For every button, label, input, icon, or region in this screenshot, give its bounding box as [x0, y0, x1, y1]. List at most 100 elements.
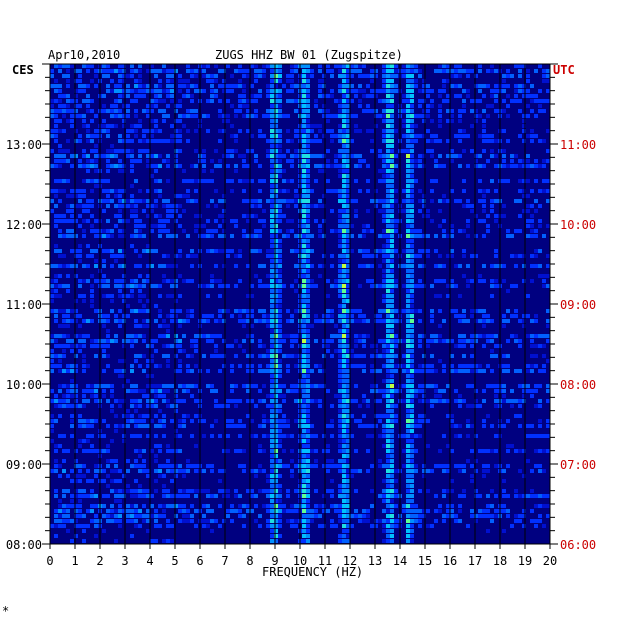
heatmap-cell: [306, 404, 310, 408]
heatmap-cell: [146, 164, 150, 168]
heatmap-cell: [258, 319, 262, 323]
heatmap-cell: [542, 79, 546, 83]
heatmap-cell: [306, 189, 310, 193]
heatmap-cell: [338, 84, 342, 88]
heatmap-cell: [390, 344, 394, 348]
heatmap-cell: [414, 64, 418, 68]
heatmap-cell: [478, 179, 482, 183]
heatmap-cell: [154, 89, 158, 93]
heatmap-cell: [182, 84, 186, 88]
heatmap-cell: [170, 94, 174, 98]
heatmap-cell: [410, 339, 414, 343]
heatmap-cell: [342, 244, 346, 248]
heatmap-cell: [246, 219, 250, 223]
heatmap-cell: [158, 504, 162, 508]
heatmap-cell: [62, 399, 66, 403]
heatmap-cell: [482, 324, 486, 328]
heatmap-cell: [142, 199, 146, 203]
heatmap-cell: [142, 279, 146, 283]
heatmap-cell: [506, 234, 510, 238]
heatmap-cell: [62, 114, 66, 118]
heatmap-cell: [322, 74, 326, 78]
heatmap-cell: [166, 114, 170, 118]
heatmap-cell: [106, 159, 110, 163]
heatmap-cell: [78, 104, 82, 108]
heatmap-cell: [258, 134, 262, 138]
heatmap-cell: [118, 289, 122, 293]
heatmap-cell: [214, 399, 218, 403]
heatmap-cell: [406, 259, 410, 263]
heatmap-cell: [78, 479, 82, 483]
heatmap-cell: [62, 314, 66, 318]
heatmap-cell: [326, 69, 330, 73]
heatmap-cell: [406, 339, 410, 343]
heatmap-cell: [418, 254, 422, 258]
heatmap-cell: [302, 444, 306, 448]
heatmap-cell: [302, 494, 306, 498]
heatmap-cell: [338, 374, 342, 378]
heatmap-cell: [146, 509, 150, 513]
heatmap-cell: [306, 289, 310, 293]
heatmap-cell: [134, 504, 138, 508]
heatmap-cell: [114, 414, 118, 418]
heatmap-cell: [302, 119, 306, 123]
heatmap-cell: [378, 354, 382, 358]
heatmap-cell: [514, 449, 518, 453]
heatmap-cell: [434, 159, 438, 163]
heatmap-cell: [382, 164, 386, 168]
heatmap-cell: [426, 109, 430, 113]
heatmap-cell: [386, 304, 390, 308]
heatmap-cell: [338, 449, 342, 453]
heatmap-cell: [82, 114, 86, 118]
heatmap-cell: [174, 469, 178, 473]
heatmap-cell: [374, 284, 378, 288]
heatmap-cell: [190, 84, 194, 88]
heatmap-cell: [158, 189, 162, 193]
heatmap-cell: [330, 189, 334, 193]
heatmap-cell: [522, 279, 526, 283]
heatmap-cell: [338, 484, 342, 488]
heatmap-cell: [302, 169, 306, 173]
heatmap-cell: [74, 509, 78, 513]
heatmap-cell: [106, 74, 110, 78]
heatmap-cell: [458, 399, 462, 403]
heatmap-cell: [174, 254, 178, 258]
heatmap-cell: [518, 164, 522, 168]
heatmap-cell: [338, 114, 342, 118]
heatmap-cell: [514, 64, 518, 68]
heatmap-cell: [370, 504, 374, 508]
heatmap-cell: [346, 104, 350, 108]
heatmap-cell: [274, 304, 278, 308]
heatmap-cell: [146, 414, 150, 418]
heatmap-cell: [166, 519, 170, 523]
heatmap-cell: [126, 414, 130, 418]
heatmap-cell: [250, 149, 254, 153]
heatmap-cell: [54, 214, 58, 218]
heatmap-cell: [346, 229, 350, 233]
heatmap-cell: [166, 179, 170, 183]
heatmap-cell: [70, 99, 74, 103]
heatmap-cell: [414, 389, 418, 393]
heatmap-cell: [290, 79, 294, 83]
heatmap-cell: [494, 139, 498, 143]
heatmap-cell: [502, 84, 506, 88]
heatmap-cell: [330, 524, 334, 528]
heatmap-cell: [394, 189, 398, 193]
heatmap-cell: [310, 189, 314, 193]
heatmap-cell: [426, 419, 430, 423]
heatmap-cell: [390, 369, 394, 373]
heatmap-cell: [418, 519, 422, 523]
heatmap-cell: [90, 109, 94, 113]
heatmap-cell: [154, 284, 158, 288]
heatmap-cell: [282, 354, 286, 358]
heatmap-cell: [406, 354, 410, 358]
heatmap-cell: [382, 539, 386, 543]
heatmap-cell: [322, 264, 326, 268]
heatmap-cell: [146, 344, 150, 348]
heatmap-cell: [342, 159, 346, 163]
heatmap-cell: [226, 114, 230, 118]
heatmap-cell: [386, 359, 390, 363]
heatmap-cell: [226, 164, 230, 168]
heatmap-cell: [466, 74, 470, 78]
heatmap-cell: [50, 359, 54, 363]
